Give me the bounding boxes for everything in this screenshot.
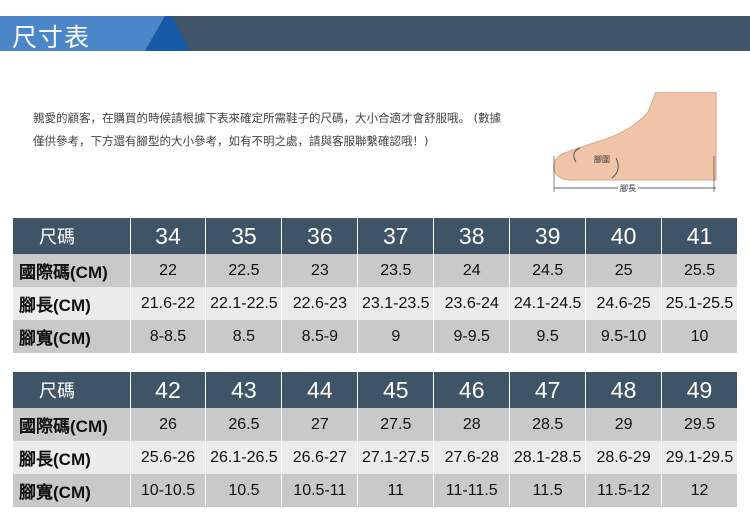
cell: 9.5-10 — [585, 320, 663, 353]
cell: 27 — [281, 408, 359, 441]
cell: 25.5 — [661, 254, 738, 287]
cell: 10-10.5 — [130, 474, 207, 507]
cell: 27.1-27.5 — [357, 441, 435, 474]
intro-text: 親愛的顧客，在購買的時候請根據下表來確定所需鞋子的尺碼，大小合適才會舒服哦。 (… — [33, 111, 502, 148]
table-row: 腳長(CM) 21.6-22 22.1-22.5 22.6-23 23.1-23.5 23… — [13, 287, 738, 320]
header-banner: 尺寸表 — [0, 16, 750, 52]
cell: 21.6-22 — [130, 287, 207, 320]
table-row: 腳寬(CM) 8-8.5 8.5 8.5-9 9 9-9.5 9.5 9.5-10 10 — [13, 320, 738, 353]
row-label: 尺碼 — [13, 372, 131, 408]
cell: 27.6-28 — [433, 441, 511, 474]
cell: 28.1-28.5 — [509, 441, 587, 474]
cell: 45 — [357, 372, 435, 408]
cell: 11.5-12 — [585, 474, 663, 507]
table-row: 腳寬(CM) 10-10.5 10.5 10.5-11 11 11-11.5 11.5 11.… — [13, 474, 738, 507]
cell: 23.5 — [357, 254, 435, 287]
size-table-1: 尺碼 34 35 36 37 38 39 40 41 國際碼(CM) 22 22.5 23 23.5 24… — [13, 218, 738, 353]
length-label: 腳長 — [620, 183, 636, 193]
cell: 22.5 — [205, 254, 283, 287]
cell: 9.5 — [509, 320, 587, 353]
cell: 24.5 — [509, 254, 587, 287]
cell: 37 — [357, 218, 435, 254]
table-row: 尺碼 42 43 44 45 46 47 48 49 — [13, 372, 738, 408]
cell: 12 — [661, 474, 738, 507]
cell: 22.6-23 — [281, 287, 359, 320]
cell: 44 — [281, 372, 359, 408]
cell: 47 — [509, 372, 587, 408]
cell: 8.5 — [205, 320, 283, 353]
cell: 35 — [205, 218, 283, 254]
cell: 11-11.5 — [433, 474, 511, 507]
cell: 43 — [205, 372, 283, 408]
foot-shape — [553, 92, 717, 181]
cell: 46 — [433, 372, 511, 408]
row-label: 國際碼(CM) — [13, 408, 131, 441]
cell: 25 — [585, 254, 663, 287]
row-label: 國際碼(CM) — [13, 254, 131, 287]
cell: 27.5 — [357, 408, 435, 441]
table-row: 尺碼 34 35 36 37 38 39 40 41 — [13, 218, 738, 254]
cell: 24.6-25 — [585, 287, 663, 320]
cell: 26 — [130, 408, 207, 441]
cell: 23.1-23.5 — [357, 287, 435, 320]
cell: 49 — [661, 372, 738, 408]
cell: 29.5 — [661, 408, 738, 441]
cell: 8-8.5 — [130, 320, 207, 353]
girth-label: 腳圍 — [594, 154, 610, 164]
cell: 29.1-29.5 — [661, 441, 738, 474]
cell: 26.5 — [205, 408, 283, 441]
cell: 22.1-22.5 — [205, 287, 283, 320]
row-label: 腳寬(CM) — [13, 474, 131, 507]
cell: 22 — [130, 254, 207, 287]
row-label: 尺碼 — [13, 218, 131, 254]
cell: 36 — [281, 218, 359, 254]
cell: 10.5 — [205, 474, 283, 507]
table-row: 國際碼(CM) 22 22.5 23 23.5 24 24.5 25 25.5 — [13, 254, 738, 287]
cell: 41 — [661, 218, 738, 254]
cell: 11 — [357, 474, 435, 507]
cell: 23.6-24 — [433, 287, 511, 320]
cell: 23 — [281, 254, 359, 287]
cell: 26.1-26.5 — [205, 441, 283, 474]
row-label: 腳寬(CM) — [13, 320, 131, 353]
banner-light-segment — [0, 16, 165, 51]
cell: 34 — [130, 218, 207, 254]
row-label: 腳長(CM) — [13, 441, 131, 474]
cell: 29 — [585, 408, 663, 441]
cell: 25.6-26 — [130, 441, 207, 474]
cell: 48 — [585, 372, 663, 408]
cell: 9-9.5 — [433, 320, 511, 353]
cell: 10 — [661, 320, 738, 353]
cell: 24.1-24.5 — [509, 287, 587, 320]
page-title: 尺寸表 — [12, 23, 91, 52]
row-label: 腳長(CM) — [13, 287, 131, 320]
cell: 28.6-29 — [585, 441, 663, 474]
cell: 11.5 — [509, 474, 587, 507]
table-row: 國際碼(CM) 26 26.5 27 27.5 28 28.5 29 29.5 — [13, 408, 738, 441]
cell: 25.1-25.5 — [661, 287, 738, 320]
cell: 28 — [433, 408, 511, 441]
cell: 9 — [357, 320, 435, 353]
cell: 28.5 — [509, 408, 587, 441]
cell: 42 — [130, 372, 207, 408]
cell: 24 — [433, 254, 511, 287]
cell: 39 — [509, 218, 587, 254]
table-row: 腳長(CM) 25.6-26 26.1-26.5 26.6-27 27.1-27.5 27… — [13, 441, 738, 474]
cell: 40 — [585, 218, 663, 254]
cell: 38 — [433, 218, 511, 254]
size-table-2: 尺碼 42 43 44 45 46 47 48 49 國際碼(CM) 26 26.5 27 27.5 28… — [13, 372, 738, 507]
foot-measure-illustration: 腳圍 腳長 — [553, 92, 717, 193]
cell: 10.5-11 — [281, 474, 359, 507]
cell: 26.6-27 — [281, 441, 359, 474]
cell: 8.5-9 — [281, 320, 359, 353]
